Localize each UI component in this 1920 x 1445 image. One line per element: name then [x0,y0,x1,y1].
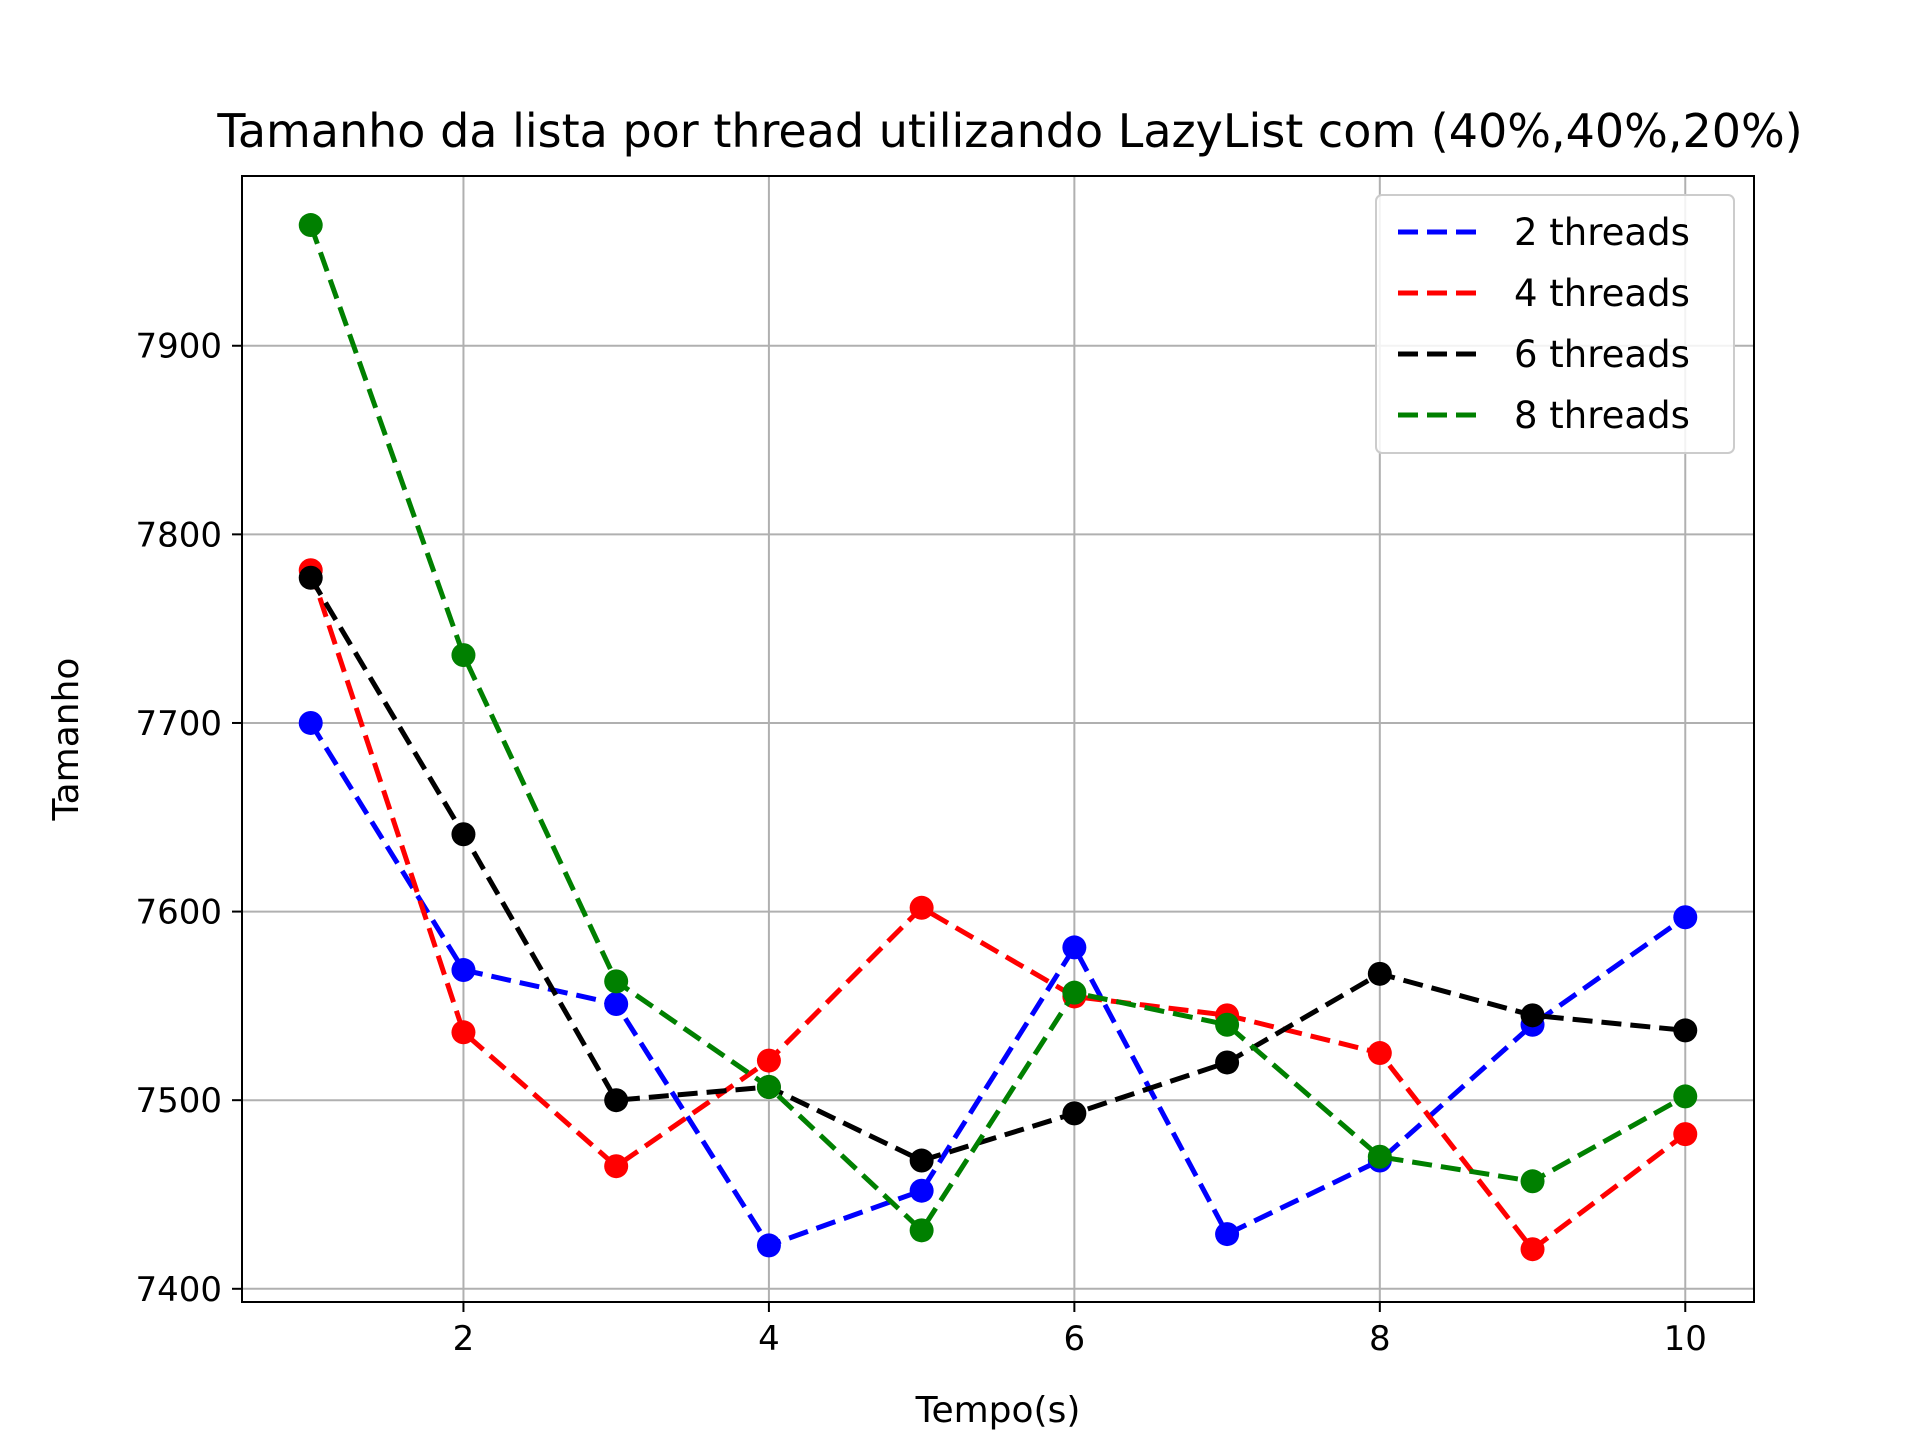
x-axis-label: Tempo(s) [915,1390,1081,1431]
plot-area-frame [241,175,1755,1303]
data-point [451,822,476,847]
x-tick-label: 8 [1369,1319,1391,1359]
data-point [1673,1122,1698,1147]
series-line [308,224,1687,1233]
x-tick-label: 6 [1064,1319,1086,1359]
data-point [909,895,934,920]
y-axis-label: Tamanho [46,658,87,822]
data-point [604,969,629,994]
y-tick-label: 7800 [135,515,222,555]
data-point [1215,1222,1240,1247]
data-point [451,1020,476,1045]
series-line [308,569,1687,1252]
data-point [1062,1101,1087,1126]
axis-ticks: 2 4 6 8 10 7400 7500 7600 7700 7800 7900 [135,327,1706,1359]
legend-box [1375,194,1735,454]
legend-label: 6 threads [1514,333,1690,376]
data-point [1062,935,1087,960]
data-point [604,1154,629,1179]
data-point [1520,1169,1545,1194]
data-point [1367,1041,1392,1066]
data-point [298,565,323,590]
data-point [1673,1018,1698,1043]
data-point [1520,1237,1545,1262]
x-tick-label: 10 [1664,1319,1707,1359]
y-tick-label: 7400 [135,1270,222,1310]
data-point [1367,1144,1392,1169]
y-tick-label: 7900 [135,327,222,367]
legend: 2 threads 4 threads 6 threads 8 threads [1375,194,1735,454]
chart-title: Tamanho da lista por thread utilizando L… [216,104,1802,158]
grid-lines [242,176,1754,1302]
data-point [451,958,476,983]
legend-label: 4 threads [1514,272,1690,315]
series-line [308,721,1687,1248]
y-tick-label: 7600 [135,893,222,933]
data-point [909,1218,934,1243]
data-point [1215,1050,1240,1075]
data-point [756,1233,781,1258]
data-point [604,991,629,1016]
data-point [298,710,323,735]
legend-label: 8 threads [1514,394,1690,437]
data-point [1520,1003,1545,1028]
data-point [604,1088,629,1113]
data-point [756,1074,781,1099]
data-point [1673,1084,1698,1109]
data-point [756,1048,781,1073]
data-point [909,1148,934,1173]
data-point [909,1178,934,1203]
x-tick-label: 2 [453,1319,475,1359]
data-point [1062,980,1087,1005]
data-point [1367,961,1392,986]
data-point [1215,1012,1240,1037]
x-tick-label: 4 [758,1319,780,1359]
series-line [308,576,1686,1163]
y-tick-label: 7500 [135,1081,222,1121]
data-point [298,213,323,238]
y-tick-label: 7700 [135,704,222,744]
legend-label: 2 threads [1514,211,1690,254]
series-layer [298,213,1698,1262]
data-point [1673,905,1698,930]
data-point [451,643,476,668]
